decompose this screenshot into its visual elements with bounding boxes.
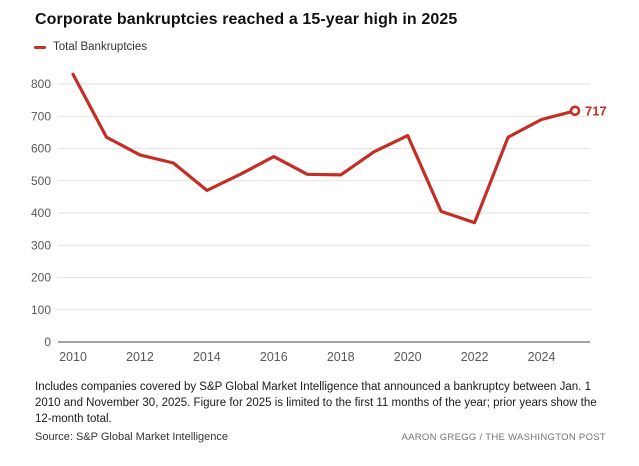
x-tick-label: 2014: [193, 350, 221, 364]
y-tick-label: 600: [31, 142, 51, 156]
x-tick-label: 2012: [126, 350, 154, 364]
y-tick-label: 700: [31, 109, 51, 123]
source-line: Source: S&P Global Market Intelligence: [35, 431, 229, 443]
source-row: Source: S&P Global Market Intelligence A…: [35, 431, 606, 443]
y-tick-label: 0: [44, 335, 51, 349]
end-point-marker: [569, 105, 581, 117]
y-tick-label: 200: [31, 271, 51, 285]
chart-footnote: Includes companies covered by S&P Global…: [35, 381, 597, 426]
y-tick-label: 800: [31, 77, 51, 91]
legend-label: Total Bankruptcies: [53, 41, 147, 53]
legend: Total Bankruptcies: [34, 41, 147, 53]
bankruptcy-line-chart: 0 100 200 300 400 500 600 700 800 2010 2012 2014 201…: [31, 72, 607, 364]
legend-line-swatch-icon: [34, 45, 46, 49]
x-tick-label: 2020: [394, 350, 422, 364]
x-tick-label: 2016: [260, 350, 288, 364]
chart-title: Corporate bankruptcies reached a 15-year…: [35, 11, 458, 28]
y-tick-label: 100: [31, 303, 51, 317]
y-tick-label: 300: [31, 238, 51, 252]
x-tick-label: 2010: [59, 350, 87, 364]
y-tick-label: 400: [31, 206, 51, 220]
byline-credit: AARON GREGG / THE WASHINGTON POST: [401, 432, 606, 443]
y-tick-label: 500: [31, 174, 51, 188]
end-value-label: 717: [585, 103, 607, 118]
x-tick-label: 2024: [528, 350, 556, 364]
x-tick-label: 2018: [327, 350, 355, 364]
x-tick-label: 2022: [461, 350, 489, 364]
total-bankruptcies-line: [71, 72, 577, 225]
